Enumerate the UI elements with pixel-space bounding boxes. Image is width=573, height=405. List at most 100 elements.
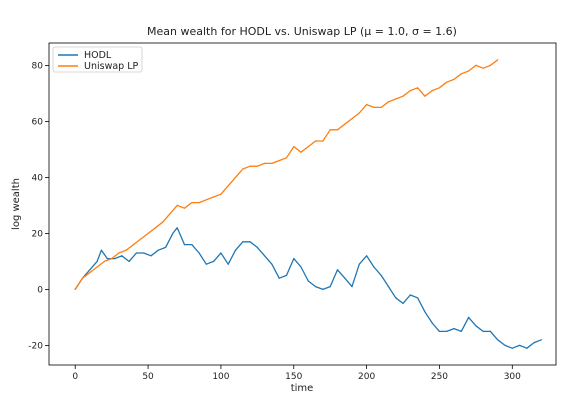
data-point-uniswap-lp <box>387 101 390 103</box>
y-tick-label: 0 <box>37 285 43 295</box>
data-point-uniswap-lp <box>373 106 375 108</box>
data-point-hodl <box>106 258 108 260</box>
data-point-hodl <box>438 330 440 332</box>
data-point-hodl <box>165 246 167 248</box>
data-point-uniswap-lp <box>460 73 462 75</box>
data-point-uniswap-lp <box>125 249 127 251</box>
data-point-uniswap-lp <box>300 151 302 153</box>
data-point-hodl <box>293 258 295 260</box>
data-point-uniswap-lp <box>227 185 229 187</box>
data-point-uniswap-lp <box>402 95 404 97</box>
data-point-hodl <box>315 286 317 288</box>
x-tick-label: 300 <box>504 372 521 382</box>
data-point-hodl <box>468 316 470 318</box>
data-point-hodl <box>344 277 346 279</box>
data-point-uniswap-lp <box>234 176 237 178</box>
x-tick-label: 0 <box>72 372 78 382</box>
data-point-uniswap-lp <box>89 272 91 274</box>
data-point-hodl <box>150 255 152 257</box>
data-point-hodl <box>157 249 159 251</box>
data-point-uniswap-lp <box>96 266 98 268</box>
data-point-uniswap-lp <box>336 129 339 131</box>
y-tick-label: 60 <box>32 117 44 127</box>
data-point-uniswap-lp <box>446 81 448 83</box>
data-point-hodl <box>89 269 91 271</box>
data-point-hodl <box>329 286 331 288</box>
data-point-hodl <box>114 258 116 260</box>
data-point-uniswap-lp <box>475 64 477 66</box>
data-point-uniswap-lp <box>482 67 484 69</box>
data-point-hodl <box>336 269 339 271</box>
x-tick-label: 250 <box>431 372 448 382</box>
data-point-uniswap-lp <box>315 140 317 142</box>
data-point-hodl <box>100 249 102 251</box>
y-axis: -20 0 20 40 60 80 <box>28 61 49 351</box>
data-point-hodl <box>395 297 397 299</box>
data-point-uniswap-lp <box>118 252 120 254</box>
data-point-hodl <box>409 294 411 296</box>
data-point-hodl <box>176 227 178 229</box>
data-point-uniswap-lp <box>453 78 455 80</box>
data-point-uniswap-lp <box>366 104 368 106</box>
data-point-uniswap-lp <box>358 112 360 114</box>
series-line-hodl <box>74 227 542 349</box>
data-point-uniswap-lp <box>242 168 244 170</box>
data-point-hodl <box>285 274 288 276</box>
data-point-uniswap-lp <box>271 162 273 164</box>
data-point-uniswap-lp <box>307 146 309 148</box>
data-point-uniswap-lp <box>132 244 135 246</box>
data-point-hodl <box>191 244 193 246</box>
data-point-uniswap-lp <box>438 87 440 89</box>
data-point-uniswap-lp <box>344 123 346 125</box>
x-tick-label: 200 <box>358 372 375 382</box>
data-point-uniswap-lp <box>424 95 426 97</box>
y-axis-label: log wealth <box>11 178 22 230</box>
data-point-hodl <box>504 344 506 346</box>
legend-label-hodl: HODL <box>84 50 112 61</box>
data-point-hodl <box>380 274 382 276</box>
data-point-hodl <box>417 297 419 299</box>
x-tick-label: 100 <box>212 372 229 382</box>
data-point-uniswap-lp <box>220 193 222 195</box>
data-point-hodl <box>271 263 273 265</box>
data-point-uniswap-lp <box>111 258 113 260</box>
data-point-uniswap-lp <box>285 157 288 159</box>
data-point-uniswap-lp <box>380 106 382 108</box>
data-point-hodl <box>242 241 244 243</box>
data-point-uniswap-lp <box>256 165 258 167</box>
data-point-uniswap-lp <box>249 165 251 167</box>
data-point-hodl <box>511 347 513 349</box>
data-point-hodl <box>234 249 237 251</box>
data-point-uniswap-lp <box>351 118 353 120</box>
data-point-uniswap-lp <box>162 221 164 223</box>
data-point-uniswap-lp <box>409 90 411 92</box>
data-point-uniswap-lp <box>497 59 499 61</box>
data-point-hodl <box>431 322 433 324</box>
data-point-uniswap-lp <box>264 162 266 164</box>
data-point-hodl <box>526 347 528 349</box>
data-point-hodl <box>497 339 499 341</box>
data-point-hodl <box>227 263 229 265</box>
x-tick-label: 150 <box>285 372 302 382</box>
x-axis: 0 50 100 150 200 250 300 <box>72 365 521 382</box>
data-point-uniswap-lp <box>395 98 397 100</box>
data-point-hodl <box>358 263 360 265</box>
data-point-hodl <box>322 288 324 290</box>
series-layer <box>74 59 543 349</box>
data-point-uniswap-lp <box>431 90 433 92</box>
data-point-uniswap-lp <box>176 204 178 206</box>
data-point-hodl <box>373 266 375 268</box>
legend-label-uniswap-lp: Uniswap LP <box>84 61 138 72</box>
data-point-uniswap-lp <box>322 140 324 142</box>
data-point-hodl <box>540 339 543 341</box>
data-point-hodl <box>128 260 130 262</box>
data-point-uniswap-lp <box>213 196 215 198</box>
data-point-hodl <box>135 252 137 254</box>
data-point-uniswap-lp <box>329 129 331 131</box>
data-point-hodl <box>213 260 215 262</box>
data-point-uniswap-lp <box>183 207 186 209</box>
data-point-hodl <box>489 330 491 332</box>
data-point-hodl <box>519 344 521 346</box>
data-point-hodl <box>172 232 174 234</box>
data-point-hodl <box>366 255 368 257</box>
